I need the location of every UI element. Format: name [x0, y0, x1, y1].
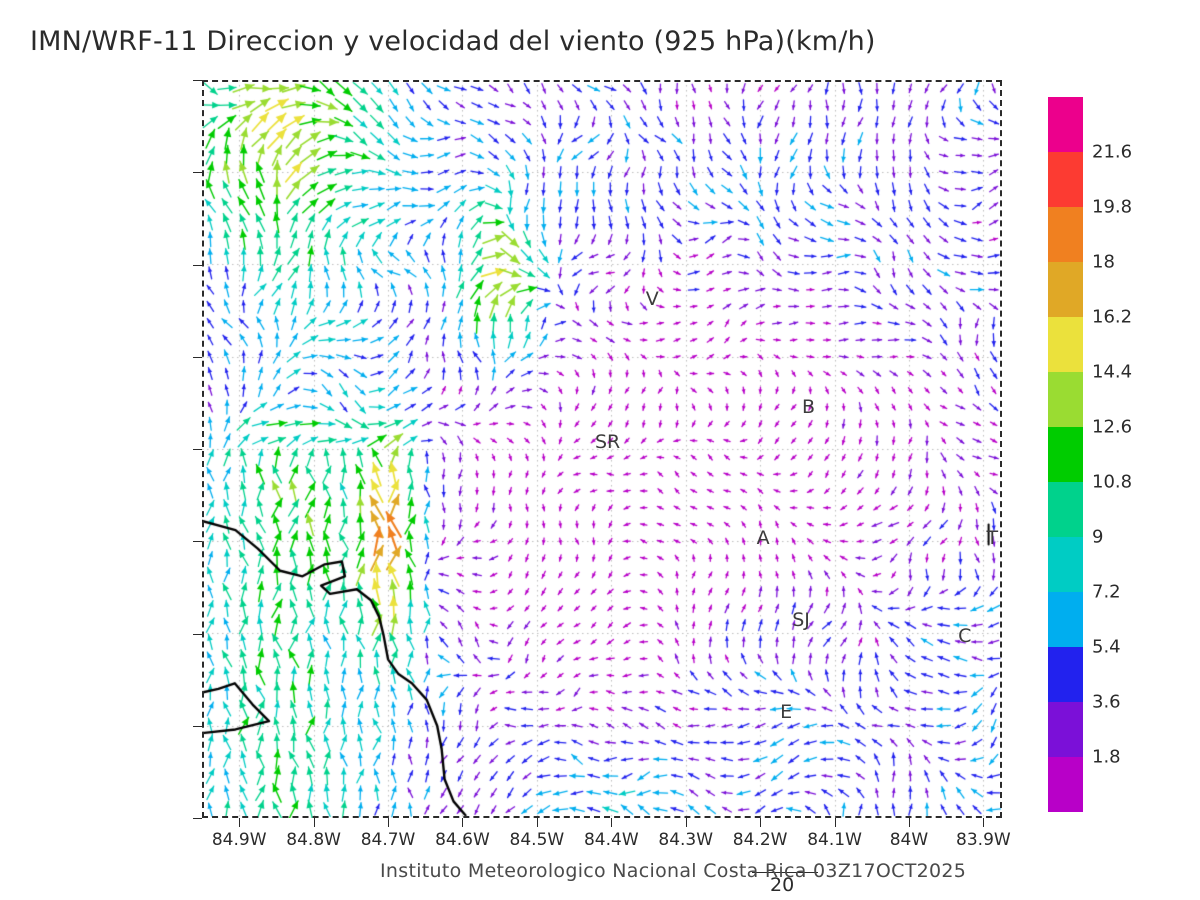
y-axis-tickmark — [193, 725, 202, 727]
colorbar-tick-label: 10.8 — [1092, 471, 1133, 493]
colorbar-tick-label: 14.4 — [1092, 361, 1133, 383]
y-axis-tickmark — [193, 172, 202, 174]
footer-credit: Instituto Meteorologico Nacional Costa R… — [380, 860, 967, 882]
colorbar-tick-label: 19.8 — [1092, 196, 1133, 218]
x-axis-tickmark — [834, 818, 836, 827]
y-axis-tickmark — [193, 80, 202, 81]
x-axis-tickmark — [685, 818, 687, 827]
x-axis-tickmark — [760, 818, 762, 827]
colorbar-band — [1048, 757, 1083, 812]
y-axis-tickmark — [193, 356, 202, 358]
x-axis-tick-label: 84.8W — [286, 830, 341, 850]
x-axis-tickmark — [983, 818, 985, 827]
x-axis-tickmark — [313, 818, 315, 827]
reference-vector-bar — [752, 872, 818, 873]
x-axis-tickmark — [611, 818, 613, 827]
x-axis-tick-label: 84.9W — [211, 830, 267, 850]
y-axis-tickmark — [193, 264, 202, 266]
colorbar-band — [1048, 482, 1083, 537]
x-axis-tick-label: 83.9W — [956, 830, 1011, 850]
x-axis-tickmark — [536, 818, 538, 827]
colorbar-band — [1048, 427, 1083, 482]
colorbar-tick-label: 16.2 — [1092, 306, 1133, 328]
colorbar — [1048, 97, 1083, 812]
x-axis-tickmark — [908, 818, 910, 827]
x-axis-tick-label: 84.1W — [807, 830, 862, 850]
y-axis-tickmark — [193, 818, 202, 819]
y-axis-tickmark — [193, 541, 202, 543]
y-axis-tickmark — [193, 633, 202, 635]
x-axis-tickmark — [462, 818, 464, 827]
x-axis-tickmark — [239, 818, 241, 827]
colorbar-tick-label: 12.6 — [1092, 416, 1133, 438]
map-station-label: E — [780, 700, 793, 723]
colorbar-band — [1048, 647, 1083, 702]
map-station-label: B — [801, 395, 816, 418]
map-station-label: T — [986, 527, 999, 550]
colorbar-band — [1048, 152, 1083, 207]
colorbar-band — [1048, 262, 1083, 317]
colorbar-band — [1048, 317, 1083, 372]
reference-vector-label: 20 — [770, 874, 795, 896]
x-axis-tick-label: 84.7W — [360, 830, 416, 850]
colorbar-tick-label: 7.2 — [1092, 581, 1121, 603]
colorbar-band — [1048, 592, 1083, 647]
page-title: IMN/WRF-11 Direccion y velocidad del vie… — [30, 26, 876, 57]
colorbar-tick-label: 21.6 — [1092, 141, 1133, 163]
colorbar-tick-label: 18 — [1092, 251, 1115, 273]
colorbar-tick-label: 3.6 — [1092, 691, 1121, 713]
wind-field-canvas — [202, 80, 1002, 818]
colorbar-band — [1048, 97, 1083, 152]
x-axis-tick-label: 84.5W — [509, 830, 565, 850]
x-axis-tick-label: 84.4W — [583, 830, 639, 850]
colorbar-band — [1048, 702, 1083, 757]
colorbar-band — [1048, 207, 1083, 262]
map-station-label: SJ — [792, 608, 810, 631]
colorbar-tick-label: 5.4 — [1092, 636, 1121, 658]
map-station-label: V — [645, 287, 659, 310]
colorbar-band — [1048, 537, 1083, 592]
map-station-label: A — [756, 526, 770, 549]
x-axis-tick-label: 84.2W — [732, 830, 788, 850]
wind-vector-plot: V B SR A SJ C E T — [193, 80, 1002, 827]
x-axis-tickmark — [388, 818, 390, 827]
map-station-label: SR — [594, 430, 621, 453]
x-axis-tick-label: 84.3W — [658, 830, 714, 850]
colorbar-tick-label: 1.8 — [1092, 746, 1121, 768]
x-axis-tick-label: 84.6W — [435, 830, 490, 850]
colorbar-tick-label: 9 — [1092, 526, 1104, 548]
x-axis-tick-label: 84W — [889, 830, 929, 850]
colorbar-band — [1048, 372, 1083, 427]
y-axis-tickmark — [193, 449, 202, 450]
map-station-label: C — [958, 625, 972, 648]
